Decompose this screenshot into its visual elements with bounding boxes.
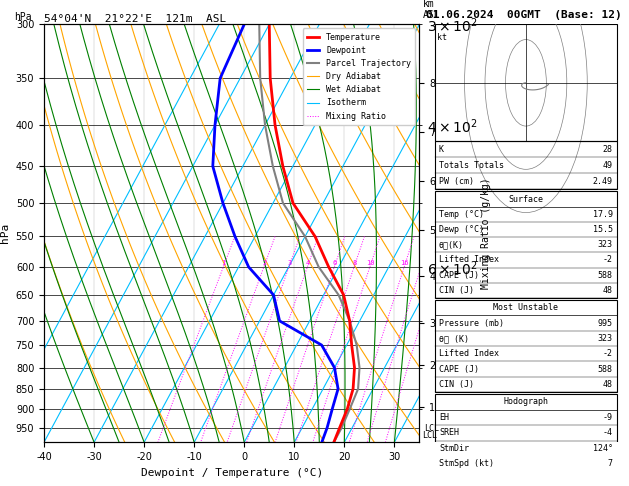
Text: -9: -9 — [603, 413, 613, 422]
Text: LCL: LCL — [425, 424, 440, 434]
Text: Lifted Index: Lifted Index — [439, 256, 499, 264]
Text: -4: -4 — [603, 428, 613, 437]
Text: km
ASL: km ASL — [423, 0, 441, 20]
Text: 7: 7 — [608, 459, 613, 469]
Text: 54°04'N  21°22'E  121m  ASL: 54°04'N 21°22'E 121m ASL — [44, 14, 226, 23]
Text: 01.06.2024  00GMT  (Base: 12): 01.06.2024 00GMT (Base: 12) — [426, 10, 622, 20]
Bar — [435, 24, 617, 141]
Text: Hodograph: Hodograph — [503, 398, 548, 406]
Bar — [435, 141, 617, 190]
Text: -2: -2 — [603, 256, 613, 264]
Text: EH: EH — [439, 413, 449, 422]
Text: 588: 588 — [598, 364, 613, 374]
Text: PW (cm): PW (cm) — [439, 177, 474, 186]
Text: Pressure (mb): Pressure (mb) — [439, 319, 504, 328]
Text: CAPE (J): CAPE (J) — [439, 364, 479, 374]
Text: Totals Totals: Totals Totals — [439, 161, 504, 170]
Text: 124°: 124° — [593, 444, 613, 453]
Text: 1: 1 — [221, 260, 226, 266]
Text: hPa: hPa — [14, 12, 31, 22]
Y-axis label: Mixing Ratio (g/kg): Mixing Ratio (g/kg) — [481, 177, 491, 289]
Text: 323: 323 — [598, 334, 613, 343]
Text: 588: 588 — [598, 271, 613, 280]
Text: Most Unstable: Most Unstable — [493, 303, 559, 312]
Text: θᴇ(K): θᴇ(K) — [439, 240, 464, 249]
Text: 995: 995 — [598, 319, 613, 328]
Text: 48: 48 — [603, 286, 613, 295]
Text: Lifted Index: Lifted Index — [439, 349, 499, 358]
Text: 17.9: 17.9 — [593, 210, 613, 219]
Text: CAPE (J): CAPE (J) — [439, 271, 479, 280]
Text: θᴇ (K): θᴇ (K) — [439, 334, 469, 343]
Bar — [435, 300, 617, 392]
Text: 16: 16 — [400, 260, 409, 266]
Bar — [435, 394, 617, 471]
Text: 10: 10 — [366, 260, 374, 266]
Text: 4: 4 — [306, 260, 310, 266]
Bar — [435, 191, 617, 298]
Text: kt: kt — [437, 33, 447, 42]
Text: LCL: LCL — [422, 431, 437, 440]
Text: StmDir: StmDir — [439, 444, 469, 453]
Text: 28: 28 — [603, 145, 613, 154]
Legend: Temperature, Dewpoint, Parcel Trajectory, Dry Adiabat, Wet Adiabat, Isotherm, Mi: Temperature, Dewpoint, Parcel Trajectory… — [303, 29, 415, 125]
Text: SREH: SREH — [439, 428, 459, 437]
Text: 6: 6 — [333, 260, 337, 266]
X-axis label: Dewpoint / Temperature (°C): Dewpoint / Temperature (°C) — [141, 468, 323, 478]
Text: Dewp (°C): Dewp (°C) — [439, 225, 484, 234]
Text: 15.5: 15.5 — [593, 225, 613, 234]
Y-axis label: hPa: hPa — [0, 223, 10, 243]
Text: Temp (°C): Temp (°C) — [439, 210, 484, 219]
Text: K: K — [439, 145, 444, 154]
Text: 3: 3 — [287, 260, 291, 266]
Text: 323: 323 — [598, 240, 613, 249]
Text: 49: 49 — [603, 161, 613, 170]
Text: CIN (J): CIN (J) — [439, 286, 474, 295]
Text: 2.49: 2.49 — [593, 177, 613, 186]
Text: 8: 8 — [352, 260, 357, 266]
Text: StmSpd (kt): StmSpd (kt) — [439, 459, 494, 469]
Text: CIN (J): CIN (J) — [439, 380, 474, 389]
Text: -2: -2 — [603, 349, 613, 358]
Text: 2: 2 — [262, 260, 266, 266]
Text: Surface: Surface — [508, 194, 543, 204]
Text: 48: 48 — [603, 380, 613, 389]
